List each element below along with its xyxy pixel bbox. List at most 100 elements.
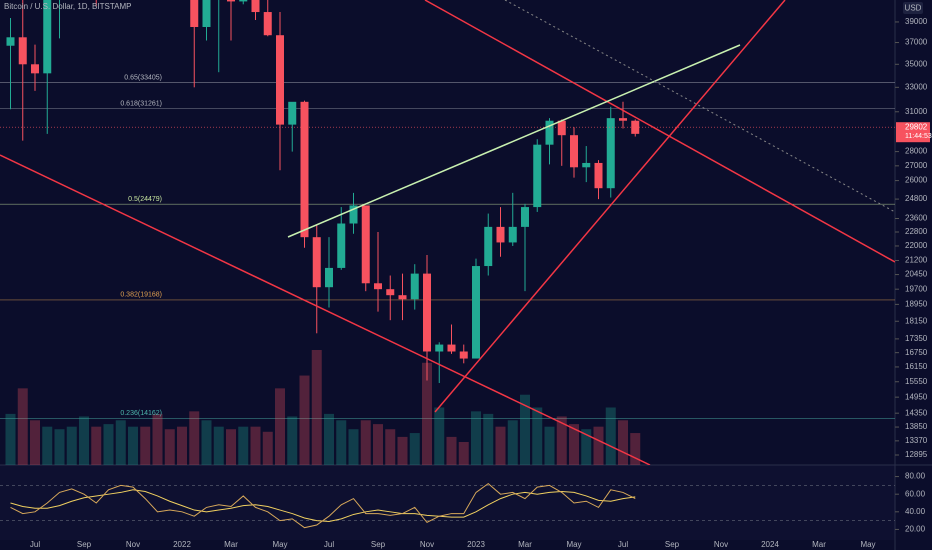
candle-body <box>31 64 39 74</box>
candle-body <box>386 289 395 296</box>
candle-body <box>631 120 640 134</box>
volume-bar <box>373 424 383 465</box>
trendline <box>504 0 895 213</box>
candle-body <box>606 118 615 189</box>
x-tick-label: 2024 <box>761 540 779 549</box>
y-tick-label: 39000 <box>905 17 928 26</box>
y-tick-label: 19700 <box>905 284 928 293</box>
volume-bar <box>434 407 445 465</box>
y-tick-label: 22800 <box>905 227 928 236</box>
rsi-tick-label: 20.00 <box>905 525 926 534</box>
volume-bar <box>532 407 543 465</box>
fib-label: 0.236(14162) <box>120 410 162 417</box>
rsi-tick-label: 60.00 <box>905 489 926 498</box>
candle-body <box>594 162 603 189</box>
volume-bar <box>495 426 506 465</box>
volume-bar <box>311 350 322 465</box>
x-tick-label: May <box>860 540 875 549</box>
volume-bar <box>152 413 163 465</box>
y-tick-label: 23600 <box>905 214 928 223</box>
x-tick-label: Jul <box>324 540 334 549</box>
candle-body <box>521 207 529 227</box>
x-tick-label: May <box>566 540 581 549</box>
candle-body <box>325 267 333 288</box>
x-tick-label: 2022 <box>173 540 191 549</box>
volume-bar <box>360 420 371 465</box>
volume-bar <box>164 429 175 465</box>
x-tick-label: Nov <box>126 540 140 549</box>
candle-body <box>459 351 468 359</box>
volume-bar <box>54 429 65 465</box>
candle-body <box>6 37 15 46</box>
candle-body <box>423 273 431 352</box>
y-tick-label: 28000 <box>905 147 928 156</box>
currency-box <box>903 2 923 14</box>
candle-body <box>619 118 627 121</box>
volume-bar <box>17 388 28 465</box>
y-tick-label: 18950 <box>905 299 928 308</box>
candle-body <box>570 135 578 168</box>
fib-label: 0.618(31261) <box>120 100 162 107</box>
candle-body <box>582 162 591 168</box>
volume-bar <box>177 426 187 465</box>
y-tick-label: 14350 <box>905 408 928 417</box>
candle-body <box>374 283 382 290</box>
y-tick-label: 15550 <box>905 377 928 386</box>
x-tick-label: Mar <box>224 540 238 549</box>
volume-bar <box>287 416 298 465</box>
trendline <box>434 0 786 413</box>
volume-bar <box>348 429 359 465</box>
volume-bar <box>593 426 604 465</box>
volume-bar <box>556 416 567 465</box>
candle-body <box>435 344 444 352</box>
y-tick-label: 18150 <box>905 316 928 325</box>
candle-body <box>300 101 309 238</box>
volume-bar <box>103 424 114 465</box>
volume-bar <box>5 413 16 465</box>
currency: USD <box>905 4 922 13</box>
candle-body <box>251 0 260 13</box>
volume-bar <box>336 420 347 465</box>
x-tick-label: 2023 <box>467 540 485 549</box>
volume-bar <box>201 420 212 465</box>
candle-body <box>472 266 480 359</box>
volume-bar <box>128 426 138 465</box>
volume-bar <box>483 413 494 465</box>
x-tick-label: Sep <box>371 540 386 549</box>
volume-bar <box>324 413 334 465</box>
x-tick-label: Jul <box>618 540 628 549</box>
volume-bar <box>275 388 285 465</box>
volume-bar <box>581 429 592 465</box>
countdown: 11:44:53 <box>905 133 932 140</box>
volume-bar <box>299 375 310 465</box>
volume-bar <box>520 394 530 465</box>
candle-body <box>398 295 407 300</box>
chart-title: Bitcoin / U.S. Dollar, 1D, BITSTAMP <box>4 2 131 11</box>
candle-body <box>227 0 235 2</box>
volume-bar <box>569 424 579 465</box>
y-tick-label: 27000 <box>905 161 928 170</box>
y-tick-label: 17350 <box>905 334 928 343</box>
volume-bar <box>507 420 518 465</box>
x-tick-label: May <box>272 540 287 549</box>
volume-bar <box>385 429 396 465</box>
volume-bar <box>79 416 89 465</box>
y-tick-label: 20450 <box>905 270 928 279</box>
volume-bar <box>605 407 616 465</box>
volume-bar <box>458 442 469 465</box>
volume-bar <box>262 431 273 465</box>
volume-bar <box>544 426 555 465</box>
candle-body <box>496 226 505 243</box>
volume-bar <box>42 426 53 465</box>
volume-bar <box>422 362 432 465</box>
candle-body <box>508 226 517 243</box>
x-tick-label: Sep <box>77 540 92 549</box>
volume-bar <box>446 436 457 465</box>
y-tick-label: 13850 <box>905 422 928 431</box>
rsi-line <box>10 482 636 529</box>
volume-bar <box>630 433 641 465</box>
y-tick-label: 31000 <box>905 107 928 116</box>
y-tick-label: 14950 <box>905 392 928 401</box>
